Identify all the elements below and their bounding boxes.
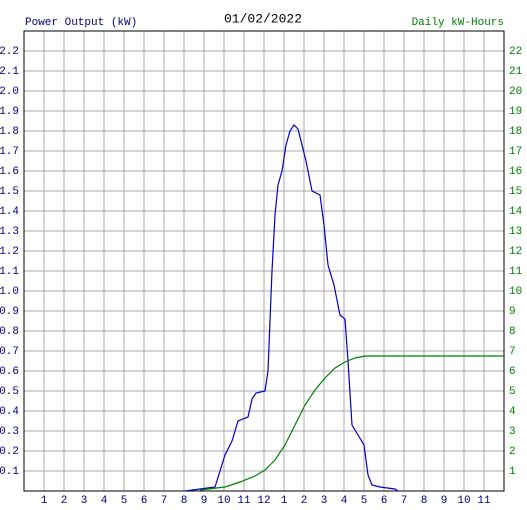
y2-tick-label: 8 [509, 326, 516, 338]
y-axis-label: Power Output (kW) [25, 17, 137, 29]
chart-title: 01/02/2022 [224, 11, 302, 26]
y-tick-label: 1.7 [0, 146, 19, 158]
x-tick-label: 5 [361, 495, 368, 507]
y2-axis-label: Daily kW-Hours [412, 17, 504, 29]
x-tick-label: 5 [121, 495, 128, 507]
y2-tick-label: 20 [509, 86, 522, 98]
x-tick-label: 9 [201, 495, 208, 507]
y-tick-label: 1.4 [0, 206, 19, 218]
y2-tick-label: 2 [509, 446, 516, 458]
y2-tick-label: 11 [509, 266, 523, 278]
x-tick-label: 4 [101, 495, 108, 507]
data-line [184, 124, 399, 492]
y-tick-label: 0.3 [0, 426, 19, 438]
y-tick-label: 1.6 [0, 166, 19, 178]
y2-tick-label: 4 [509, 406, 516, 418]
x-tick-label: 3 [81, 495, 88, 507]
y-tick-label: 0.8 [0, 326, 19, 338]
y2-tick-label: 13 [509, 226, 522, 238]
x-tick-label: 2 [61, 495, 68, 507]
y-tick-label: 0.4 [0, 406, 19, 418]
x-tick-label: 8 [421, 495, 428, 507]
x-tick-label: 3 [321, 495, 328, 507]
y-tick-label: 0.9 [0, 306, 19, 318]
y-tick-label: 0.6 [0, 366, 19, 378]
y-tick-label: 0.1 [0, 466, 19, 478]
x-tick-label: 10 [457, 495, 470, 507]
y2-tick-label: 7 [509, 346, 516, 358]
y2-tick-label: 9 [509, 306, 516, 318]
x-tick-label: 9 [441, 495, 448, 507]
plot-border [23, 30, 505, 492]
y2-tick-label: 19 [509, 106, 522, 118]
y-tick-label: 0.7 [0, 346, 19, 358]
y-tick-label: 2.2 [0, 46, 19, 58]
y-tick-label: 1.0 [0, 286, 19, 298]
x-tick-label: 6 [381, 495, 388, 507]
y-tick-label: 2.1 [0, 66, 19, 78]
y2-tick-label: 1 [509, 466, 516, 478]
y-tick-label: 1.9 [0, 106, 19, 118]
x-tick-label: 12 [257, 495, 270, 507]
y2-tick-label: 15 [509, 186, 522, 198]
y-tick-label: 0.5 [0, 386, 19, 398]
y2-tick-label: 18 [509, 126, 522, 138]
y-tick-label: 0.2 [0, 446, 19, 458]
y-tick-label: 1.2 [0, 246, 19, 258]
x-tick-label: 11 [477, 495, 491, 507]
x-tick-label: 6 [141, 495, 148, 507]
x-tick-label: 4 [341, 495, 348, 507]
x-tick-label: 7 [401, 495, 408, 507]
y-tick-label: 2.0 [0, 86, 19, 98]
y-tick-label: 1.8 [0, 126, 19, 138]
x-tick-label: 1 [281, 495, 288, 507]
x-tick-label: 1 [41, 495, 48, 507]
y2-tick-label: 10 [509, 286, 522, 298]
y2-tick-label: 14 [509, 206, 523, 218]
y2-tick-label: 3 [509, 426, 516, 438]
y2-tick-label: 17 [509, 146, 522, 158]
y2-tick-label: 12 [509, 246, 522, 258]
y-tick-label: 1.5 [0, 186, 19, 198]
y-tick-label: 1.1 [0, 266, 19, 278]
y2-tick-label: 22 [509, 46, 522, 58]
x-tick-label: 7 [161, 495, 168, 507]
x-tick-label: 8 [181, 495, 188, 507]
y-tick-label: 1.3 [0, 226, 19, 238]
y2-tick-label: 6 [509, 366, 516, 378]
x-tick-label: 11 [237, 495, 251, 507]
y2-tick-label: 21 [509, 66, 523, 78]
y2-tick-label: 5 [509, 386, 516, 398]
x-tick-label: 10 [217, 495, 230, 507]
data-line [199, 355, 504, 491]
x-tick-label: 2 [301, 495, 308, 507]
y2-tick-label: 16 [509, 166, 522, 178]
